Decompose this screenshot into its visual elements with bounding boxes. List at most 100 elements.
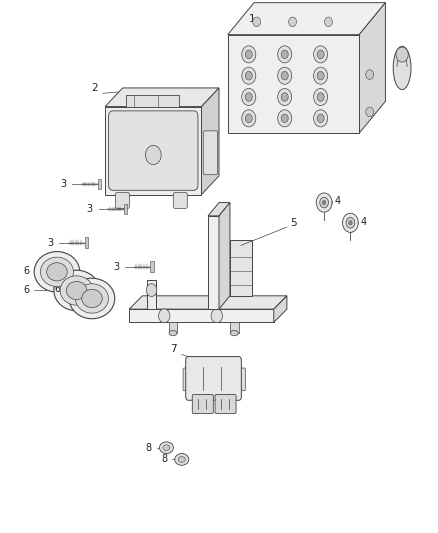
Circle shape xyxy=(145,146,161,165)
Circle shape xyxy=(245,93,252,101)
Polygon shape xyxy=(147,280,156,309)
Circle shape xyxy=(281,71,288,80)
Ellipse shape xyxy=(393,46,411,90)
Circle shape xyxy=(278,110,292,127)
FancyBboxPatch shape xyxy=(173,192,187,208)
Polygon shape xyxy=(228,35,359,133)
Circle shape xyxy=(314,67,328,84)
Circle shape xyxy=(366,70,374,79)
Ellipse shape xyxy=(163,445,170,451)
Text: 1: 1 xyxy=(248,14,255,23)
Circle shape xyxy=(159,309,170,322)
Ellipse shape xyxy=(169,330,177,336)
Circle shape xyxy=(242,67,256,84)
Text: 3: 3 xyxy=(113,262,119,271)
Circle shape xyxy=(322,200,326,205)
Polygon shape xyxy=(105,88,219,107)
Circle shape xyxy=(242,88,256,106)
Ellipse shape xyxy=(230,330,238,336)
Circle shape xyxy=(366,107,374,117)
Text: 2: 2 xyxy=(91,83,98,93)
Polygon shape xyxy=(126,95,179,107)
Polygon shape xyxy=(228,3,385,35)
FancyBboxPatch shape xyxy=(186,357,241,400)
Text: 6: 6 xyxy=(23,286,29,295)
Text: 6: 6 xyxy=(54,284,60,294)
Circle shape xyxy=(245,50,252,59)
Polygon shape xyxy=(129,309,274,322)
Circle shape xyxy=(245,71,252,80)
Text: 4: 4 xyxy=(360,217,367,227)
Ellipse shape xyxy=(75,284,109,313)
Text: 3: 3 xyxy=(87,204,93,214)
Bar xyxy=(150,261,154,272)
Ellipse shape xyxy=(40,257,74,287)
FancyBboxPatch shape xyxy=(109,111,198,190)
Polygon shape xyxy=(208,203,230,216)
Ellipse shape xyxy=(54,270,99,311)
Ellipse shape xyxy=(175,454,189,465)
Ellipse shape xyxy=(67,281,87,300)
Text: 7: 7 xyxy=(170,344,177,354)
Circle shape xyxy=(346,217,355,228)
Text: 8: 8 xyxy=(161,455,167,464)
Text: 3: 3 xyxy=(47,238,53,247)
FancyBboxPatch shape xyxy=(203,131,218,175)
Ellipse shape xyxy=(60,276,93,305)
Polygon shape xyxy=(105,107,201,195)
Circle shape xyxy=(242,46,256,63)
Circle shape xyxy=(317,114,324,123)
Text: 4: 4 xyxy=(334,197,340,206)
Circle shape xyxy=(317,71,324,80)
Circle shape xyxy=(281,93,288,101)
Circle shape xyxy=(325,17,332,27)
Circle shape xyxy=(253,17,261,27)
Bar xyxy=(169,322,177,333)
Circle shape xyxy=(242,110,256,127)
Text: 5: 5 xyxy=(290,218,297,228)
Circle shape xyxy=(396,47,408,62)
Circle shape xyxy=(278,67,292,84)
Bar xyxy=(85,237,88,248)
Circle shape xyxy=(245,114,252,123)
Bar xyxy=(98,179,101,189)
Polygon shape xyxy=(201,88,219,195)
Circle shape xyxy=(317,50,324,59)
Ellipse shape xyxy=(69,278,115,319)
Circle shape xyxy=(146,284,157,296)
Circle shape xyxy=(281,114,288,123)
Ellipse shape xyxy=(47,263,67,281)
Circle shape xyxy=(211,309,223,322)
Polygon shape xyxy=(359,3,385,133)
Circle shape xyxy=(317,93,324,101)
Circle shape xyxy=(278,88,292,106)
Circle shape xyxy=(314,110,328,127)
Polygon shape xyxy=(274,296,287,322)
Circle shape xyxy=(278,46,292,63)
Ellipse shape xyxy=(34,252,80,292)
FancyBboxPatch shape xyxy=(192,394,213,414)
Circle shape xyxy=(314,46,328,63)
Bar xyxy=(230,322,239,333)
Circle shape xyxy=(316,193,332,212)
Text: 8: 8 xyxy=(146,443,152,453)
Bar xyxy=(124,204,127,214)
Ellipse shape xyxy=(159,442,173,454)
Text: 6: 6 xyxy=(23,266,29,276)
Polygon shape xyxy=(219,203,230,309)
FancyBboxPatch shape xyxy=(238,368,245,391)
Circle shape xyxy=(314,88,328,106)
Circle shape xyxy=(289,17,297,27)
Circle shape xyxy=(349,221,352,225)
FancyBboxPatch shape xyxy=(215,394,236,414)
Polygon shape xyxy=(129,296,287,309)
Circle shape xyxy=(343,213,358,232)
Circle shape xyxy=(281,50,288,59)
Polygon shape xyxy=(208,216,219,309)
Circle shape xyxy=(320,197,328,208)
Ellipse shape xyxy=(178,456,185,462)
FancyBboxPatch shape xyxy=(116,192,130,208)
Ellipse shape xyxy=(82,289,102,308)
FancyBboxPatch shape xyxy=(183,368,190,391)
Text: 3: 3 xyxy=(60,179,67,189)
